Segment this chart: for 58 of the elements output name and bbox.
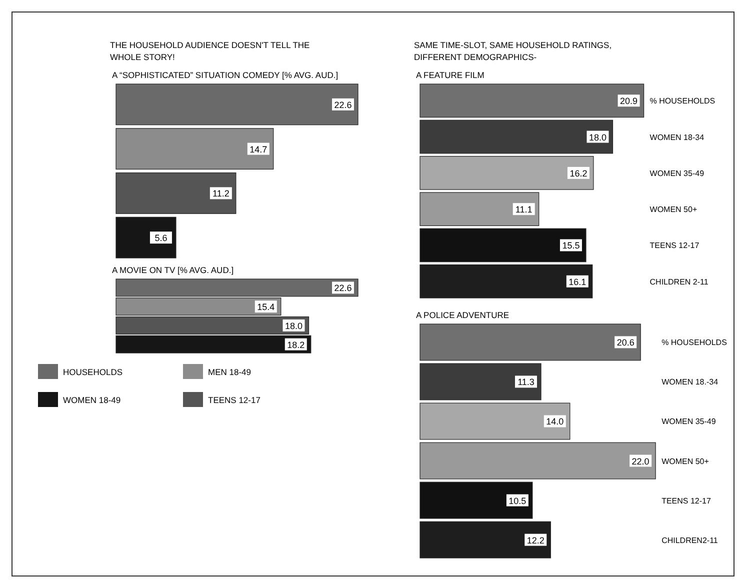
data-label: 11.2	[212, 188, 230, 199]
data-label: 22.6	[334, 283, 352, 294]
data-label: 11.3	[518, 377, 534, 388]
data-label: 14.7	[250, 144, 268, 154]
data-label: 20.9	[620, 96, 638, 106]
bar	[420, 84, 644, 118]
data-label: 15.5	[562, 240, 580, 251]
chart-title: A POLICE ADVENTURE	[416, 310, 510, 320]
y-tick-label: WOMEN 35-49	[650, 168, 705, 178]
bar	[420, 402, 570, 440]
bar	[420, 324, 641, 361]
bar	[420, 521, 551, 558]
data-label: 18.0	[284, 320, 303, 331]
legend-label: WOMEN 18-49	[63, 395, 121, 405]
chart-title: A MOVIE ON TV [% AVG. AUD.]	[112, 265, 234, 275]
y-tick-label: TEENS 12-17	[650, 241, 700, 250]
data-label: 18.2	[287, 340, 305, 350]
bar	[420, 264, 593, 298]
y-tick-label: WOMEN 18-34	[650, 132, 705, 142]
text: A “SOPHISTICATED” SITUATION COMEDY [% AVG. AUD.]	[112, 70, 338, 80]
data-label: 22.6	[334, 100, 352, 110]
y-tick-label: WOMEN 50+	[650, 205, 698, 214]
bar	[420, 228, 586, 262]
data-label: 16.2	[570, 168, 588, 178]
legend-label: TEENS 12-17	[208, 395, 261, 405]
data-label: 11.1	[515, 204, 532, 215]
bar	[116, 84, 358, 126]
data-label: 18.0	[588, 132, 607, 142]
bar	[116, 216, 176, 258]
y-tick-label: % HOUSEHOLDS	[650, 96, 716, 106]
data-label: 16.1	[568, 276, 586, 287]
legend-label: HOUSEHOLDS	[63, 367, 123, 377]
bar	[420, 156, 594, 190]
bar	[116, 128, 274, 170]
bar	[116, 172, 236, 214]
bar	[420, 442, 656, 480]
y-tick-label: CHILDREN 2-11	[650, 277, 709, 286]
y-tick-label: TEENS 12-17	[662, 496, 712, 506]
y-tick-label: CHILDREN2-11	[662, 536, 718, 545]
y-tick-label: WOMEN 18.-34	[662, 378, 719, 387]
chart-title: A FEATURE FILM	[416, 70, 484, 80]
bar	[420, 120, 614, 154]
data-label: 14.0	[546, 416, 564, 427]
bar	[420, 482, 533, 519]
data-label: 20.6	[616, 338, 634, 348]
data-label: 22.0	[632, 456, 650, 466]
data-label: 12.2	[526, 535, 544, 546]
chart-subtitle: SAME TIME-SLOT, SAME HOUSEHOLD RATINGS, DIFFERENT DEMOGRAPHICS-	[414, 40, 612, 62]
data-label: 15.4	[257, 302, 275, 312]
y-tick-label: WOMEN 50+	[662, 456, 710, 466]
y-tick-label: % HOUSEHOLDS	[662, 338, 727, 348]
chart-subtitle: THE HOUSEHOLD AUDIENCE DOESN'T TELL THE WHOLE STORY!	[110, 40, 310, 62]
data-label: 10.5	[508, 496, 526, 506]
y-tick-label: WOMEN 35-49	[662, 417, 716, 426]
bar	[420, 363, 542, 400]
legend-label: MEN 18-49	[208, 367, 252, 377]
data-label: 5.6	[154, 233, 168, 244]
bar	[420, 192, 540, 226]
